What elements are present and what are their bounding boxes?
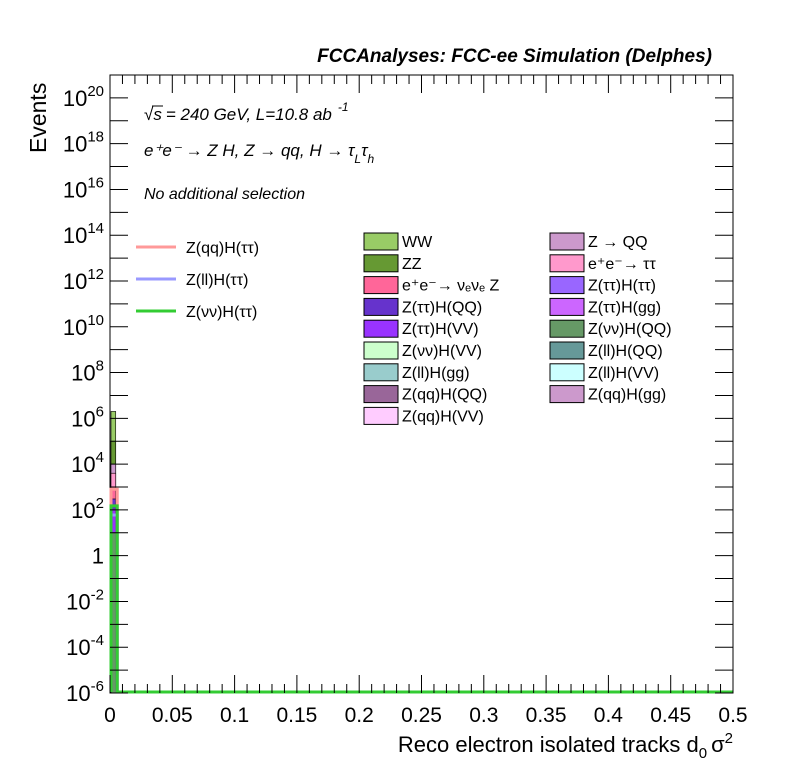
legend-swatch <box>363 276 399 295</box>
energy-annotation: √s = 240 GeV, L=10.8 ab -1 <box>144 100 349 124</box>
legend-bkg-label: Z → QQ <box>588 234 648 251</box>
x-axis-label-sup: 2 <box>725 730 733 747</box>
legend-bkg-label: Z(ll)H(gg) <box>402 365 470 382</box>
legend-swatch <box>549 254 585 273</box>
legend-signal-label: Z(νν)H(ττ) <box>186 304 257 321</box>
x-axis-label-sigma: σ <box>711 732 725 757</box>
legend-bkg-label: Z(ττ)H(ττ) <box>588 278 656 295</box>
legend-bkg-label: Z(νν)H(VV) <box>402 343 482 360</box>
legend-bkg-label: Z(ττ)H(QQ) <box>402 299 482 316</box>
legend-bkg-label: Z(ττ)H(VV) <box>402 321 479 338</box>
x-axis-label-main: Reco electron isolated tracks d <box>398 732 699 757</box>
legend-signal-label: Z(ll)H(ττ) <box>186 272 248 289</box>
legend-swatch <box>363 341 399 360</box>
process-annotation: e⁺e⁻ → Z H, Z → qq, H → τLτh <box>144 141 374 166</box>
legend-swatch <box>549 319 585 338</box>
x-tick-label: 0.1 <box>220 704 249 727</box>
y-tick-label: 1 <box>92 544 104 569</box>
legend-swatch <box>549 297 585 316</box>
y-tick-label: 1012 <box>63 266 104 294</box>
x-tick-label: 0.45 <box>650 704 691 727</box>
y-tick-label: 1016 <box>63 174 104 202</box>
energy-lumi-text: = 240 GeV, L=10.8 ab <box>166 105 332 124</box>
legend-bkg-label: ZZ <box>402 256 422 273</box>
legend-bkg-label: Z(ll)H(QQ) <box>588 343 663 360</box>
signal-line <box>109 504 733 694</box>
chart-title: FCCAnalyses: FCC-ee Simulation (Delphes) <box>317 46 712 67</box>
x-tick-label: 0 <box>104 704 116 727</box>
legend-bkg-label: e⁺e⁻→ ττ <box>588 256 656 273</box>
y-axis-label: Events <box>25 83 51 153</box>
x-axis-label: Reco electron isolated tracks d0 σ2 <box>398 730 733 762</box>
signal-line <box>109 487 733 694</box>
plot-frame <box>109 74 734 694</box>
x-tick-label: 0.4 <box>594 704 624 727</box>
x-tick-label: 0.25 <box>401 704 442 727</box>
sqrt-s-symbol: √s <box>144 105 162 124</box>
process-text: e⁺e⁻ → Z H, Z → qq, H → τ <box>144 141 356 160</box>
legend-swatch <box>363 254 399 273</box>
legend-swatch <box>549 363 585 382</box>
legend-bkg-label: Z(qq)H(gg) <box>588 387 666 404</box>
y-tick-label: 104 <box>71 449 104 477</box>
legend-swatch <box>549 232 585 251</box>
y-tick-label: 106 <box>71 403 104 431</box>
y-axis-ticks: 1020 1018 1016 1014 1012 1010 108 106 104 102 1 10-… <box>63 74 733 706</box>
legend-signals: Z(qq)H(ττ) Z(ll)H(ττ) Z(νν)H(ττ) <box>136 240 259 321</box>
lumi-exponent: -1 <box>338 100 349 114</box>
x-tick-label: 0.05 <box>152 704 193 727</box>
x-tick-label: 0.3 <box>469 704 498 727</box>
x-tick-label: 0.2 <box>345 704 374 727</box>
legend-signal-label: Z(qq)H(ττ) <box>186 240 259 257</box>
legend-backgrounds: WW ZZ e⁺e⁻→ νₑνₑ Z Z(ττ)H(QQ) Z(ττ)H(VV) Z(νν… <box>363 232 672 425</box>
legend-swatch <box>363 385 399 404</box>
y-tick-label: 1020 <box>63 83 104 111</box>
y-tick-label: 102 <box>71 495 104 523</box>
y-tick-label: 10-2 <box>66 586 104 614</box>
y-tick-label: 10-4 <box>66 632 104 660</box>
x-tick-label: 0.15 <box>276 704 317 727</box>
process-tau2: τ <box>361 141 369 160</box>
x-tick-label: 0.35 <box>526 704 567 727</box>
legend-swatch <box>549 276 585 295</box>
legend-bkg-label: WW <box>402 234 433 251</box>
legend-swatch <box>363 406 399 425</box>
legend-swatch <box>363 319 399 338</box>
legend-swatch <box>363 297 399 316</box>
legend-swatch <box>363 363 399 382</box>
legend-bkg-label: e⁺e⁻→ νₑνₑ Z <box>402 278 499 295</box>
legend-bkg-label: Z(νν)H(QQ) <box>588 321 672 338</box>
signal-lines <box>109 487 733 694</box>
x-axis-ticks: 0 0.05 0.1 0.15 0.2 0.25 0.3 0.35 0.4 0.45 0.5 <box>104 75 748 727</box>
legend-bkg-label: Z(qq)H(QQ) <box>402 387 487 404</box>
legend-bkg-label: Z(ll)H(VV) <box>588 365 659 382</box>
legend-bkg-label: Z(ττ)H(gg) <box>588 299 661 316</box>
y-tick-label: 10-6 <box>66 678 104 706</box>
y-tick-label: 1010 <box>63 312 104 340</box>
legend-swatch <box>363 232 399 251</box>
y-tick-label: 108 <box>71 358 104 386</box>
x-axis-label-sub: 0 <box>699 745 707 762</box>
signal-line <box>109 513 733 694</box>
legend-swatch <box>549 385 585 404</box>
y-tick-label: 1014 <box>63 220 104 248</box>
legend-bkg-label: Z(qq)H(VV) <box>402 408 484 425</box>
x-tick-label: 0.5 <box>718 704 747 727</box>
y-tick-label: 1018 <box>63 129 104 157</box>
process-sub-h: h <box>367 152 374 166</box>
process-sub-l: L <box>354 152 361 166</box>
legend-swatch <box>549 341 585 360</box>
selection-annotation: No additional selection <box>144 186 305 203</box>
